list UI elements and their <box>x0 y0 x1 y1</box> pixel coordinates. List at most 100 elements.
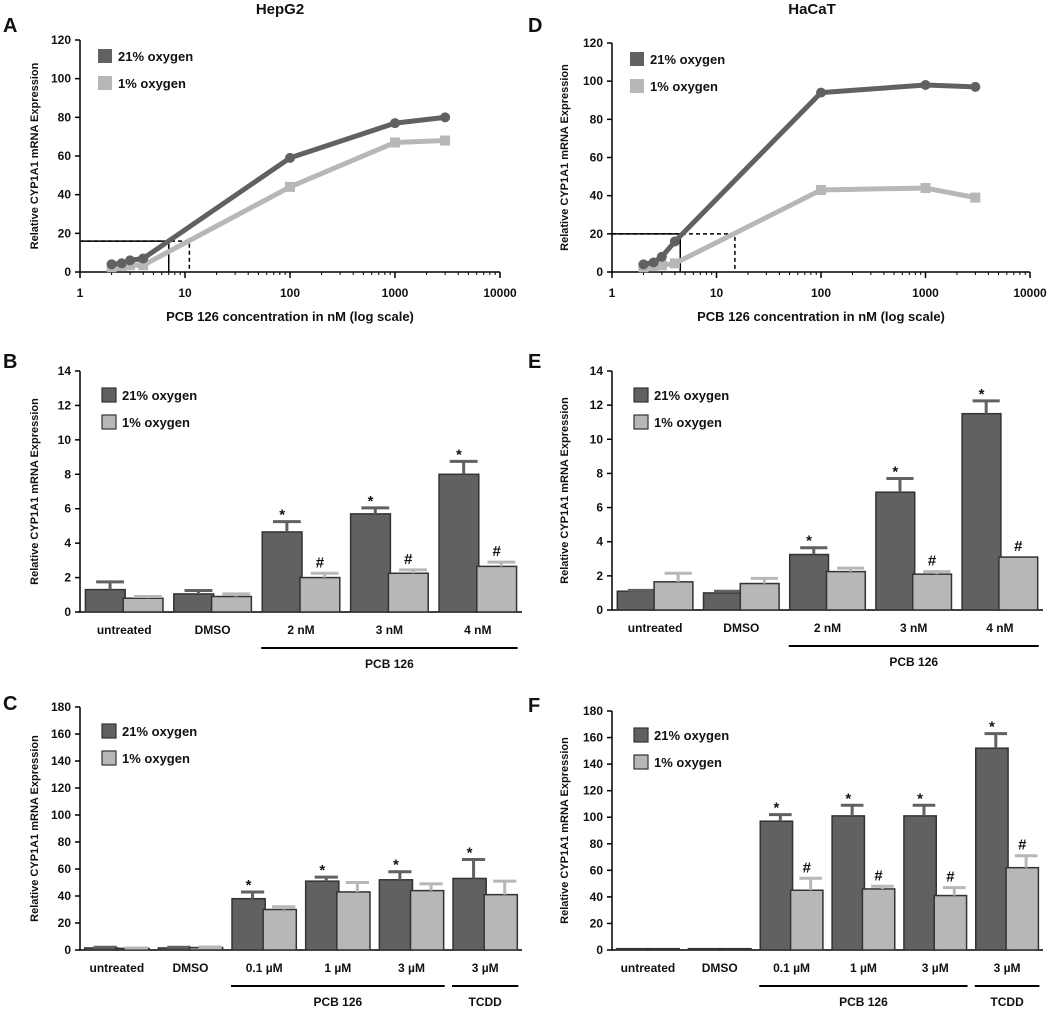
legend-label-o1-e: 1% oxygen <box>654 415 722 430</box>
significance-mark-o21-e: * <box>979 386 985 403</box>
significance-mark-o21-e: * <box>892 464 898 481</box>
legend-swatch-o1-f <box>633 754 649 770</box>
data-point-o21-a <box>390 118 400 129</box>
bar-o21-b <box>173 593 215 613</box>
y-tick-label-a: 100 <box>51 72 71 86</box>
significance-mark-o21-c: * <box>246 877 252 894</box>
bar-o21-e <box>961 412 1002 611</box>
y-tick-label-f: 60 <box>590 863 604 877</box>
x-tick-label-a: 1000 <box>382 286 409 300</box>
y-tick-label-e: 0 <box>596 603 603 617</box>
data-point-o1-d <box>656 260 667 271</box>
significance-mark-o1-e: # <box>1014 538 1023 555</box>
y-tick-label-a: 0 <box>64 265 71 279</box>
y-tick-label-b: 0 <box>64 605 71 619</box>
category-label-f: 0.1 µM <box>773 961 810 975</box>
category-label-b: untreated <box>97 623 152 637</box>
group-label-f: TCDD <box>990 995 1024 1009</box>
category-label-f: 3 µM <box>994 961 1021 975</box>
significance-mark-o1-e: # <box>928 553 937 570</box>
data-point-o1-a <box>285 181 295 192</box>
category-label-f: untreated <box>621 961 676 975</box>
axes-f <box>611 711 1043 951</box>
bar-o21-f <box>975 747 1009 951</box>
y-tick-label-e: 6 <box>596 501 603 515</box>
group-label-b: PCB 126 <box>365 657 414 671</box>
y-tick-label-d: 120 <box>583 36 603 50</box>
y-tick-label-d: 20 <box>590 227 604 241</box>
bar-o1-f <box>861 888 896 951</box>
category-label-e: 2 nM <box>814 621 841 635</box>
y-tick-label-d: 60 <box>590 151 604 165</box>
bar-o1-f <box>1005 866 1040 951</box>
y-tick-label-d: 0 <box>596 265 603 279</box>
bar-o21-f <box>759 820 794 951</box>
bar-o1-f <box>933 894 968 951</box>
panel-letter-c: C <box>3 693 17 715</box>
legend-swatch-o21-f <box>633 727 649 743</box>
significance-mark-o21-c: * <box>393 857 399 874</box>
significance-mark-o21-c: * <box>319 862 325 879</box>
data-point-o21-a <box>116 258 127 269</box>
significance-mark-o1-f: # <box>803 859 812 876</box>
y-tick-label-e: 14 <box>590 364 604 378</box>
x-tick-label-d: 1000 <box>912 286 939 300</box>
y-tick-label-b: 8 <box>64 467 71 481</box>
data-point-o1-a <box>440 135 451 146</box>
data-point-o21-d <box>920 79 931 90</box>
group-label-c: PCB 126 <box>313 995 362 1009</box>
y-tick-label-b: 4 <box>64 536 71 550</box>
legend-label-o21-d: 21% oxygen <box>650 52 725 67</box>
bar-o1-b <box>122 597 164 613</box>
legend-swatch-o21-a <box>98 49 112 63</box>
bar-o1-c <box>409 889 445 951</box>
y-tick-label-f: 0 <box>596 943 603 957</box>
bar-o1-e <box>911 573 953 611</box>
significance-mark-o1-f: # <box>874 867 883 884</box>
y-tick-label-c: 80 <box>58 835 72 849</box>
significance-mark-o1-b: # <box>493 543 502 560</box>
x-tick-label-d: 10000 <box>1013 286 1047 300</box>
y-tick-label-a: 60 <box>58 149 72 163</box>
legend-label-o21-c: 21% oxygen <box>122 724 197 739</box>
category-label-b: 4 nM <box>464 623 491 637</box>
y-tick-label-c: 140 <box>51 754 71 768</box>
y-tick-label-c: 0 <box>64 943 71 957</box>
legend-label-o21-e: 21% oxygen <box>654 388 729 403</box>
bar-o21-f <box>903 815 937 951</box>
significance-mark-o21-f: * <box>917 790 923 807</box>
category-label-c: untreated <box>89 961 144 975</box>
significance-mark-o21-c: * <box>467 845 473 862</box>
y-tick-label-a: 40 <box>58 188 72 202</box>
data-point-o1-a <box>138 260 149 271</box>
y-tick-label-b: 10 <box>58 433 72 447</box>
group-label-e: PCB 126 <box>889 655 938 669</box>
y-tick-label-f: 180 <box>583 704 603 718</box>
y-tick-label-d: 40 <box>590 189 604 203</box>
y-tick-label-c: 60 <box>58 862 72 876</box>
y-tick-label-c: 20 <box>58 916 72 930</box>
y-tick-label-b: 2 <box>64 571 71 585</box>
bar-o21-e <box>875 491 916 611</box>
y-tick-label-a: 120 <box>51 33 71 47</box>
x-axis-label-d: PCB 126 concentration in nM (log scale) <box>697 309 945 324</box>
group-label-f: PCB 126 <box>839 995 888 1009</box>
panel-letter-e: E <box>528 351 541 373</box>
x-tick-label-d: 1 <box>609 286 616 300</box>
bar-o21-c <box>231 897 266 951</box>
legend-swatch-o1-c <box>101 750 117 766</box>
legend-label-o1-c: 1% oxygen <box>122 751 190 766</box>
series-line-o1-d <box>643 185 976 270</box>
bar-o21-f <box>831 815 866 951</box>
category-label-b: 2 nM <box>287 623 314 637</box>
legend-label-o1-f: 1% oxygen <box>654 755 722 770</box>
category-label-e: 4 nM <box>986 621 1013 635</box>
legend-swatch-o1-b <box>101 414 117 430</box>
bar-o1-f <box>646 947 680 951</box>
bar-o21-b <box>438 473 480 613</box>
significance-mark-o21-e: * <box>806 533 812 550</box>
significance-mark-o21-b: * <box>279 507 285 524</box>
y-axis-label-f: Relative CYP1A1 mRNA Expression <box>559 737 571 924</box>
bar-o1-e <box>653 581 694 611</box>
y-tick-label-e: 10 <box>590 432 604 446</box>
